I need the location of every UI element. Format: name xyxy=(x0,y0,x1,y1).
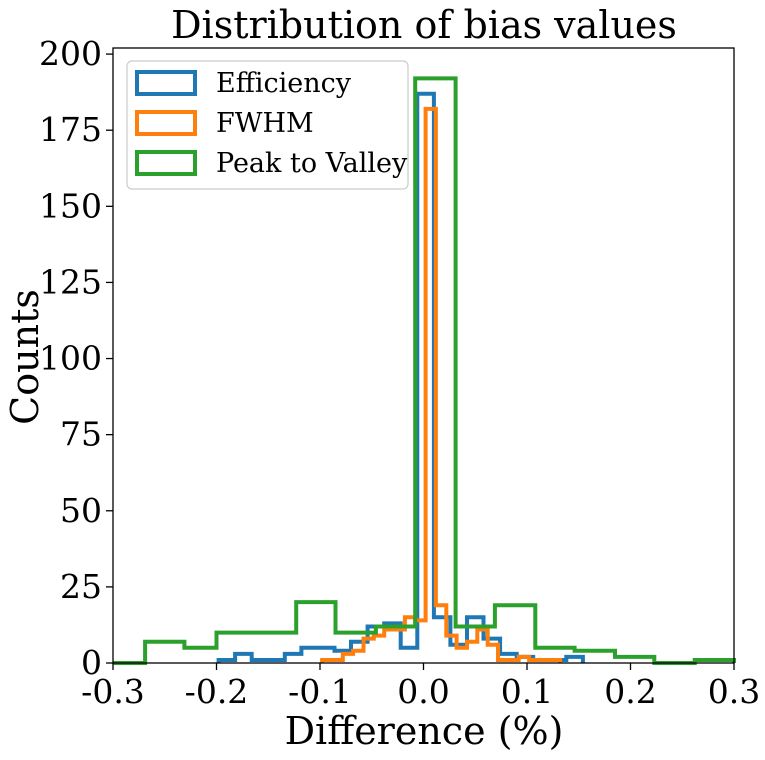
tick-layer: -0.3 -0.2 -0.1 0.0 0.1 0.2 0.3 0 25 50 75 100 125 150… xyxy=(39,34,760,711)
series-layer xyxy=(113,76,736,665)
y-axis-label: Counts xyxy=(3,289,47,425)
legend-label: Peak to Valley xyxy=(216,148,408,179)
y-tick-label: 100 xyxy=(39,339,102,378)
x-axis-label: Difference (%) xyxy=(285,709,564,753)
y-tick-label: 200 xyxy=(39,34,102,73)
legend-box xyxy=(126,60,409,190)
legend-label: FWHM xyxy=(216,108,314,139)
y-tick-label: 0 xyxy=(81,643,102,682)
y-tick-label: 75 xyxy=(60,415,102,454)
x-tick-label: 0.3 xyxy=(708,672,760,711)
x-tick-label: -0.1 xyxy=(288,672,352,711)
legend-swatch xyxy=(135,150,197,176)
legend-label: Efficiency xyxy=(216,68,352,99)
x-tick-label: 0.1 xyxy=(501,672,553,711)
y-tick-label: 175 xyxy=(39,110,102,149)
x-tick-label: -0.3 xyxy=(81,672,145,711)
series-outline xyxy=(113,76,736,665)
x-tick-label: -0.2 xyxy=(185,672,249,711)
legend-swatch xyxy=(135,110,197,136)
series-outline xyxy=(320,106,563,663)
chart-title: Distribution of bias values xyxy=(171,3,677,47)
y-tick-label: 50 xyxy=(60,491,102,530)
legend: Efficiency FWHM Peak to Valley xyxy=(126,60,409,190)
x-tick-label: 0.2 xyxy=(604,672,656,711)
series-2 xyxy=(113,76,736,665)
plot-frame xyxy=(112,47,735,664)
series-1 xyxy=(320,106,563,663)
x-tick-label: 0.0 xyxy=(397,672,449,711)
y-tick-label: 25 xyxy=(60,567,102,606)
y-tick-label: 150 xyxy=(39,186,102,225)
y-tick-label: 125 xyxy=(39,262,102,301)
legend-swatch xyxy=(135,70,197,96)
